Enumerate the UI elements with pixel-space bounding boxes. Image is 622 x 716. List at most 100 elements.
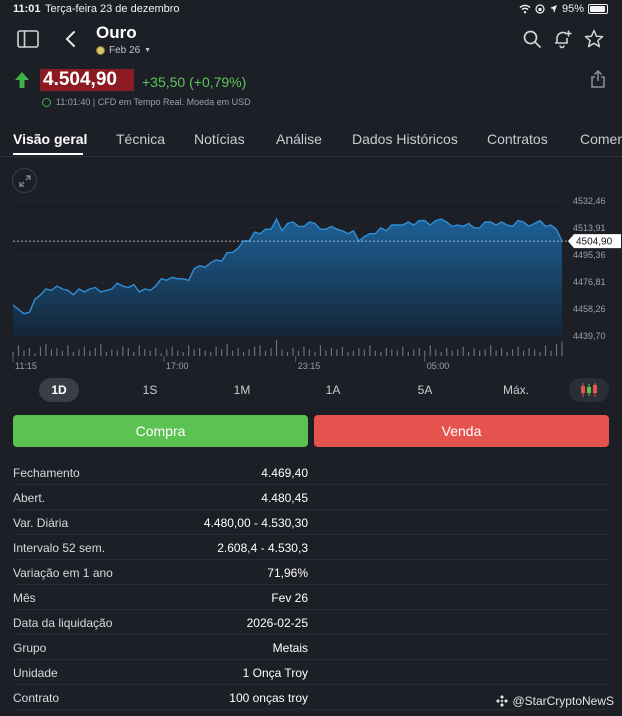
volume-bar [358,348,360,356]
volume-bar [111,349,113,356]
volume-bar [105,352,107,356]
volume-bar [160,353,162,356]
volume-bar [429,345,431,356]
volume-bar [374,350,376,356]
add-alert-bell-icon[interactable] [552,28,574,50]
watermark: @StarCryptoNewS [496,694,614,708]
quote-panel: 4.504,90 +35,50 (+0,79%) 11:01:40 | CFD … [0,62,622,110]
binance-logo-icon [496,695,509,707]
active-tab-indicator [13,153,83,155]
volume-bar [451,350,453,356]
stats-value: 2026-02-25 [246,616,308,630]
range-1m[interactable]: 1M [233,383,251,397]
volume-bar [391,349,393,356]
sidebar-toggle-icon[interactable] [16,28,40,50]
battery-percent: 95% [561,3,584,15]
volume-bar [138,345,140,356]
range-5y[interactable]: 5A [417,383,433,397]
volume-bar [413,349,415,356]
stats-label: Fechamento [13,466,80,480]
x-tick-label: 23:15 [298,361,321,371]
watermark-text: @StarCryptoNewS [512,694,614,708]
stats-row: Unidade 1 Onça Troy [13,660,609,685]
y-tick-label: 4439,70 [573,331,606,341]
volume-bar [457,349,459,356]
volume-bar [292,348,294,356]
volume-bar [325,350,327,356]
sell-button[interactable]: Venda [314,415,609,447]
expand-chart-icon[interactable] [12,168,37,193]
volume-bar [72,352,74,356]
volume-bar [490,345,492,356]
caret-down-icon: ▼ [144,47,152,54]
range-1w[interactable]: 1S [142,383,158,397]
contract-month: Feb 26 [109,45,141,56]
volume-bar [237,348,239,356]
volume-bar [188,345,190,356]
range-max[interactable]: Máx. [502,383,529,397]
volume-bar [177,350,179,356]
time-range-selector: 1D 1S 1M 1A 5A Máx. [0,378,622,402]
volume-bar [248,349,250,356]
last-price: 4.504,90 [40,69,134,91]
volume-bar [330,348,333,356]
stats-value: 4.480,00 - 4.530,30 [203,516,308,530]
volume-bar [319,345,322,356]
share-icon[interactable] [589,69,607,89]
tab-analysis[interactable]: Análise [276,131,322,147]
volume-bar [149,350,151,356]
volume-bar [402,346,404,356]
tab-technical[interactable]: Técnica [116,131,166,147]
contract-selector[interactable]: Feb 26 ▼ [96,45,151,56]
volume-bar [297,350,300,356]
stats-row: Mês Fev 26 [13,585,609,610]
volume-bar [12,352,14,356]
stats-value: Metais [272,641,308,655]
stats-row: Var. Diária 4.480,00 - 4.530,30 [13,510,609,535]
tab-historical-data[interactable]: Dados Históricos [352,131,458,147]
range-1y[interactable]: 1A [325,383,341,397]
stats-label: Var. Diária [13,516,69,530]
volume-bar [385,348,387,356]
stats-label: Variação em 1 ano [13,566,113,580]
search-icon[interactable] [521,28,543,50]
volume-bar [506,352,508,356]
volume-bar [479,350,481,356]
volume-bar [555,344,558,356]
y-tick-label: 4532,46 [573,196,606,206]
volume-bar [369,345,371,356]
volume-bar [89,350,91,356]
status-bar: 11:01 Terça-feira 23 de dezembro 95% [0,0,622,20]
volume-bar [347,352,349,356]
candlestick-chart-icon[interactable] [569,378,609,402]
tab-contracts[interactable]: Contratos [487,131,548,147]
volume-bar [341,346,343,356]
section-tabs: Visão geral Técnica Notícias Análise Dad… [0,125,622,157]
tab-news[interactable]: Notícias [194,131,245,147]
buy-button[interactable]: Compra [13,415,308,447]
volume-bar [122,346,124,356]
range-1d[interactable]: 1D [39,378,79,402]
volume-bar [193,349,195,356]
volume-bar [264,350,267,356]
y-tick-label: 4513,91 [573,223,606,233]
volume-bar [215,346,217,356]
tab-comments[interactable]: Comen [580,131,622,147]
watchlist-star-icon[interactable] [583,28,605,50]
volume-bar [275,340,278,356]
volume-bar [182,352,184,356]
last-price-tag-label: 4504,90 [576,237,613,248]
stats-row: Fechamento 4.469,40 [13,460,609,485]
volume-bar [561,341,563,356]
volume-bar [127,348,129,356]
location-icon [549,5,557,13]
stats-label: Grupo [13,641,47,655]
stats-row: Data da liquidação 2026-02-25 [13,610,609,635]
page-title: Ouro [96,23,137,42]
volume-bar [303,346,305,356]
volume-bar [446,348,448,356]
back-chevron-icon[interactable] [60,28,80,50]
tab-overview[interactable]: Visão geral [13,131,88,147]
status-date: Terça-feira 23 de dezembro [45,3,180,15]
price-chart[interactable]: 4532,46 4513,91 4495,36 4476,81 4458,26 4439,… [0,190,622,375]
